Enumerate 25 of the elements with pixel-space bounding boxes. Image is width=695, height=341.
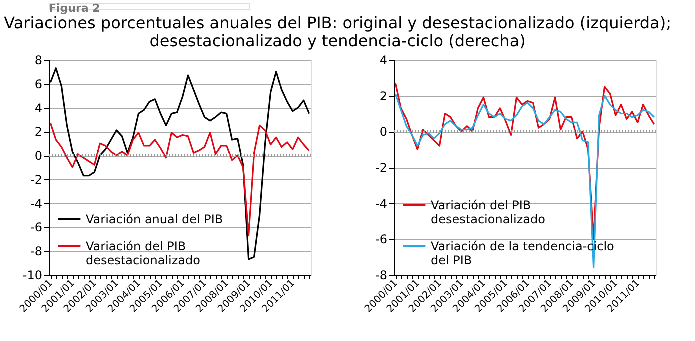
line-series bbox=[394, 82, 656, 240]
legend-label: Variación del PIB desestacionalizado bbox=[86, 240, 200, 268]
y-tick-label: -10 bbox=[22, 268, 42, 282]
y-tick-label: -2 bbox=[30, 172, 42, 187]
y-tick-label: -6 bbox=[30, 220, 42, 235]
line-series bbox=[394, 93, 656, 269]
text: Figura 2 bbox=[49, 2, 100, 15]
y-tick-label: 4 bbox=[34, 101, 42, 116]
y-tick-label: 2 bbox=[380, 89, 388, 104]
y-tick-label: 0 bbox=[380, 125, 388, 140]
y-tick-label: 6 bbox=[34, 77, 42, 92]
y-tick-label: -4 bbox=[30, 196, 42, 211]
legend-label: Variación del PIB desestacionalizado bbox=[431, 198, 546, 226]
chart-title: Variaciones porcentuales anuales del PIB: original y desestacionalizado (izquierda); desestacionalizado y tendencia-ciclo (derecha) bbox=[4, 14, 672, 50]
y-tick-label: 2 bbox=[34, 125, 42, 140]
y-tick-label: -4 bbox=[376, 196, 388, 211]
y-tick-label: -2 bbox=[376, 161, 388, 175]
y-tick-label: -8 bbox=[376, 268, 388, 282]
legend-label: Variación anual del PIB bbox=[86, 212, 224, 226]
y-tick-label: 0 bbox=[34, 149, 42, 164]
y-tick-label: 8 bbox=[34, 54, 42, 68]
line-series bbox=[50, 122, 310, 236]
y-tick-label: -8 bbox=[30, 244, 42, 259]
y-tick-label: 4 bbox=[380, 54, 388, 68]
y-tick-label: -6 bbox=[376, 232, 388, 247]
